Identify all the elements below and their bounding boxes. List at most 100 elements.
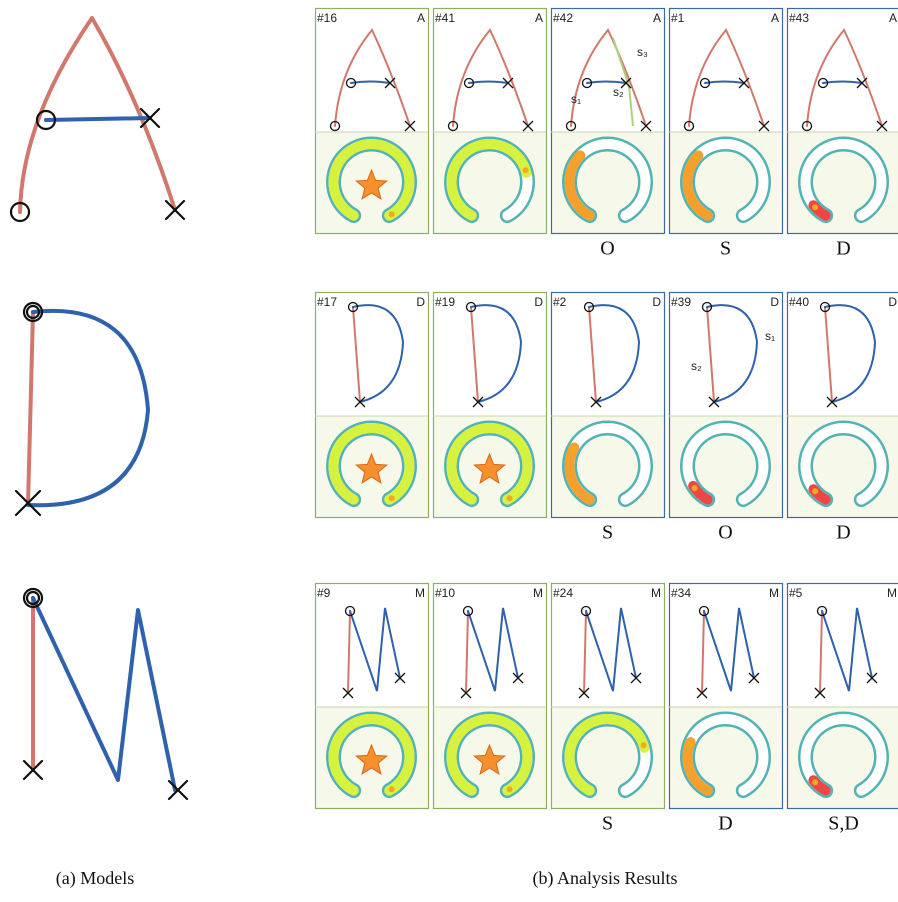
start-marker (581, 77, 593, 89)
card-frame (786, 582, 898, 810)
card-letter: A (889, 11, 897, 25)
stroke (347, 610, 351, 694)
end-marker (856, 77, 868, 89)
stroke (819, 610, 823, 694)
start-marker (329, 120, 341, 132)
stroke (467, 607, 519, 692)
card: #24 M (550, 582, 666, 810)
result-label: S,D (828, 813, 859, 835)
card-frame (432, 582, 548, 810)
card-id: #39 (671, 295, 691, 309)
card-id: #43 (789, 11, 809, 25)
card-id: #1 (671, 11, 685, 25)
card-letter: D (888, 295, 897, 309)
card-letter: D (652, 295, 661, 309)
end-marker (876, 120, 888, 132)
stroke (704, 80, 745, 84)
end-marker (758, 120, 770, 132)
success-star (354, 743, 389, 776)
gauge-fill (328, 714, 415, 796)
card-id: #2 (553, 295, 567, 309)
stroke (701, 610, 705, 694)
card-id: #40 (789, 295, 809, 309)
model-d-stroke (26, 308, 150, 508)
card: #17 D (314, 291, 430, 519)
stroke (585, 607, 637, 692)
gauge-dot (693, 154, 700, 161)
end-marker (512, 672, 524, 684)
model-m-stroke (31, 596, 177, 792)
start-marker (344, 605, 356, 617)
card-id: #9 (317, 586, 331, 600)
caption: (b) Analysis Results (532, 868, 677, 889)
card-frame (314, 7, 430, 235)
stroke (586, 80, 627, 84)
card-id: #17 (317, 295, 337, 309)
end-marker (472, 396, 484, 408)
stroke-annotation: s₂ (613, 85, 624, 99)
card-id: #41 (435, 11, 455, 25)
stroke (706, 306, 715, 403)
start-marker (565, 120, 577, 132)
card: #9 M (314, 582, 430, 810)
end-marker (620, 77, 632, 89)
end-marker (394, 672, 406, 684)
gauge-dot (812, 204, 819, 211)
card: #16 A (314, 7, 430, 235)
models (9, 16, 189, 801)
end-marker (866, 672, 878, 684)
stroke (470, 306, 479, 403)
end-marker (738, 77, 750, 89)
stroke-annotation: s₂ (691, 359, 702, 373)
gauge-dot (686, 741, 693, 748)
card-letter: D (770, 295, 779, 309)
start-marker (462, 605, 474, 617)
gauge-fill (446, 423, 533, 505)
card: #2 D (550, 291, 666, 519)
gauge-fill (564, 150, 595, 221)
start-marker (817, 77, 829, 89)
caption: (a) Models (56, 868, 134, 889)
result-label: O (718, 522, 732, 544)
card-id: #42 (553, 11, 573, 25)
end-marker (640, 120, 652, 132)
result-label: S (602, 813, 613, 835)
result-label: D (718, 813, 732, 835)
end-marker (342, 687, 354, 699)
stroke (822, 80, 863, 84)
card-letter: A (653, 11, 661, 25)
card: #43 A (786, 7, 898, 235)
gauge-dot (691, 485, 698, 492)
start-marker (583, 301, 595, 313)
stroke (452, 28, 529, 127)
stroke-annotation: s₁ (765, 329, 775, 343)
card-letter: D (416, 295, 425, 309)
model-d-stroke (26, 310, 35, 507)
result-label: S (602, 522, 613, 544)
end-marker (590, 396, 602, 408)
stroke (465, 610, 469, 694)
stroke-annotation: s₃ (637, 45, 648, 59)
start-marker (463, 77, 475, 89)
end-marker (748, 672, 760, 684)
model-a-stroke (18, 16, 177, 214)
stroke (570, 28, 647, 127)
gauge-fill (328, 423, 415, 505)
gauge-dot (812, 488, 819, 495)
stroke (824, 306, 833, 403)
gauge-fill (328, 139, 415, 221)
card: #34 M (668, 582, 784, 810)
model-markers (9, 107, 189, 801)
stroke (821, 607, 873, 692)
card-letter: M (651, 586, 661, 600)
gauge-dot (522, 167, 529, 174)
gauge-dot (506, 495, 513, 502)
start-marker (819, 301, 831, 313)
gauge-track (682, 423, 769, 505)
gauge-track (800, 139, 887, 221)
gauge-dot (575, 154, 582, 161)
start-marker (683, 120, 695, 132)
stroke (706, 304, 759, 403)
card-frame (550, 291, 666, 519)
stroke (588, 306, 597, 403)
